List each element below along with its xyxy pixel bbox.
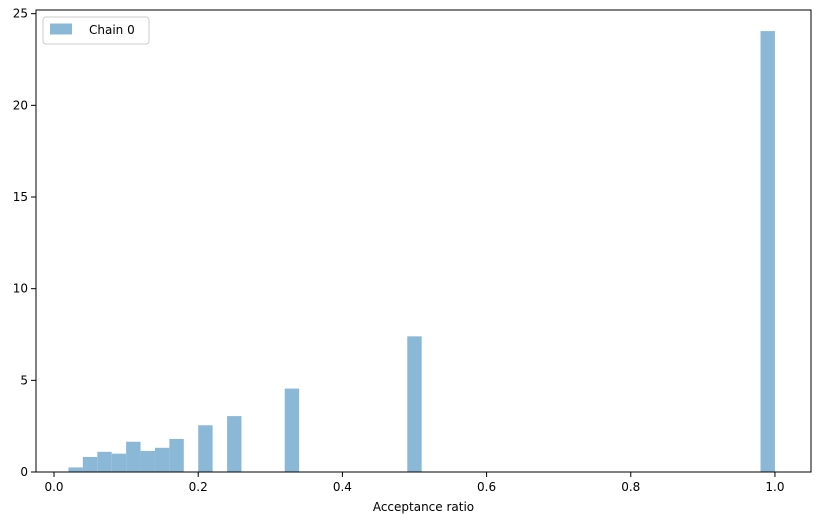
histogram-bar-12	[760, 31, 775, 473]
histogram-bar-6	[154, 447, 170, 472]
legend-label-chain-0: Chain 0	[89, 23, 135, 37]
x-tick-label-3: 0.6	[477, 480, 496, 494]
histogram-bar-8	[198, 425, 213, 472]
histogram-bars	[68, 31, 775, 473]
y-tick-label-2: 10	[13, 282, 28, 296]
legend: Chain 0	[42, 16, 150, 45]
histogram-bar-10	[284, 388, 300, 472]
x-axis-label: Acceptance ratio	[373, 500, 474, 514]
x-tick-label-0: 0.0	[44, 480, 63, 494]
histogram-bar-11	[407, 336, 422, 472]
x-axis-ticks: 0.0 0.2 0.4 0.6 0.8 1.0	[44, 472, 785, 494]
histogram-bar-9	[227, 416, 242, 472]
histogram-bar-1	[82, 456, 98, 472]
histogram-bar-3	[111, 453, 127, 472]
y-tick-label-5: 25	[13, 7, 28, 21]
legend-swatch-chain-0	[50, 23, 72, 35]
plot-frame	[35, 9, 812, 473]
histogram-bar-4	[126, 441, 141, 472]
plot-area-background	[36, 10, 811, 472]
y-axis-ticks: 0 5 10 15 20 25	[13, 7, 36, 479]
x-tick-label-4: 0.8	[621, 480, 640, 494]
histogram-bar-2	[97, 451, 112, 472]
y-tick-label-0: 0	[20, 465, 28, 479]
histogram-bar-0	[68, 467, 83, 472]
y-tick-label-1: 5	[20, 373, 28, 387]
x-tick-label-1: 0.2	[189, 480, 208, 494]
x-tick-label-2: 0.4	[333, 480, 352, 494]
y-tick-label-3: 15	[13, 190, 28, 204]
histogram-bar-7	[169, 439, 184, 472]
x-tick-label-5: 1.0	[765, 480, 784, 494]
histogram-bar-5	[140, 450, 155, 472]
y-tick-label-4: 20	[13, 98, 28, 112]
